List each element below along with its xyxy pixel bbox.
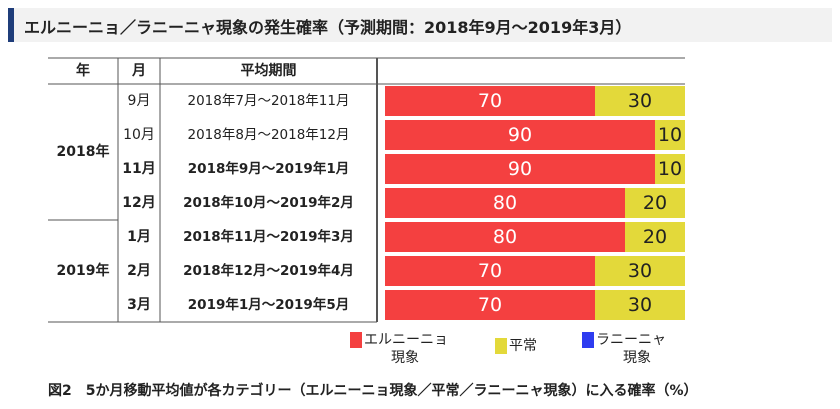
period-label: 2018年11月～2019年3月 [183, 228, 354, 245]
bar-segment-elnino [385, 154, 655, 184]
title-bar: エルニーニョ／ラニーニャ現象の発生確率（予測期間：2018年9月～2019年3月… [8, 8, 832, 42]
bar-segment-elnino [385, 120, 655, 150]
year-label-0: 2018年 [57, 143, 110, 160]
data-label-normal: 20 [643, 192, 667, 214]
bar-segment-normal [595, 256, 685, 286]
legend-label-normal: 平常 [509, 338, 537, 354]
legend-label-lanina: ラニーニャ [596, 332, 666, 348]
bar-segment-normal [625, 188, 685, 218]
header-period: 平均期間 [241, 62, 297, 79]
month-label: 3月 [127, 297, 151, 313]
month-label: 1月 [127, 229, 151, 245]
data-label-normal: 20 [643, 226, 667, 248]
data-label-elnino: 90 [508, 158, 532, 180]
figure-caption: 図2 5か月移動平均値が各カテゴリー（エルニーニョ現象／平常／ラニーニャ現象）に… [48, 383, 698, 399]
period-label: 2018年9月～2019年1月 [188, 160, 349, 177]
period-label: 2018年8月～2018年12月 [188, 127, 350, 143]
data-label-elnino: 80 [493, 226, 517, 248]
bar-segment-elnino [385, 188, 625, 218]
bar-segment-elnino [385, 290, 595, 320]
bar-segment-normal [655, 120, 685, 150]
bar-segment-elnino [385, 222, 625, 252]
legend-label-elnino: エルニーニョ [364, 332, 448, 348]
data-label-elnino: 80 [493, 192, 517, 214]
page-title: エルニーニョ／ラニーニャ現象の発生確率（予測期間：2018年9月～2019年3月… [24, 18, 632, 37]
data-label-normal: 10 [658, 124, 682, 146]
data-label-elnino: 70 [478, 260, 502, 282]
period-label: 2018年7月～2018年11月 [188, 93, 350, 109]
bar-segment-normal [595, 86, 685, 116]
legend-swatch-lanina [582, 332, 594, 348]
year-label-1: 2019年 [57, 262, 110, 279]
bar-segment-normal [625, 222, 685, 252]
bar-segment-normal [595, 290, 685, 320]
header-month: 月 [131, 63, 146, 79]
data-label-elnino: 70 [478, 90, 502, 112]
data-label-normal: 10 [658, 158, 682, 180]
month-label: 11月 [122, 161, 155, 177]
month-label: 9月 [128, 93, 151, 109]
bar-segment-elnino [385, 256, 595, 286]
legend-label-lanina-line2: 現象 [623, 350, 651, 366]
data-label-normal: 30 [628, 90, 652, 112]
data-label-normal: 30 [628, 294, 652, 316]
month-label: 2月 [127, 263, 151, 279]
legend-label-elnino-line2: 現象 [391, 350, 419, 366]
bar-segment-elnino [385, 86, 595, 116]
period-label: 2019年1月～2019年5月 [188, 296, 349, 313]
header-year: 年 [76, 62, 90, 79]
period-label: 2018年12月～2019年4月 [183, 262, 354, 279]
data-label-normal: 30 [628, 260, 652, 282]
month-label: 12月 [122, 195, 155, 211]
data-label-elnino: 70 [478, 294, 502, 316]
month-label: 10月 [123, 127, 155, 143]
legend-swatch-elnino [350, 332, 362, 348]
bar-segment-normal [655, 154, 685, 184]
data-label-elnino: 90 [508, 124, 532, 146]
legend-swatch-normal [495, 338, 507, 354]
period-label: 2018年10月～2019年2月 [183, 194, 354, 211]
